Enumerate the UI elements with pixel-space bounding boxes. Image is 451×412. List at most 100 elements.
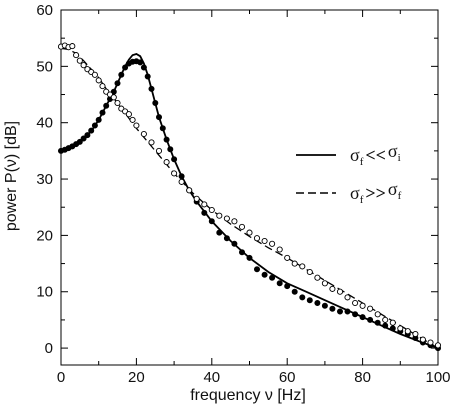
legend-label-main2: σ bbox=[388, 179, 398, 199]
open-data-point bbox=[299, 263, 306, 270]
filled-data-point bbox=[231, 240, 238, 247]
axes: 0 20 40 60 80 100 0 10 20 30 40 50 60 bbox=[36, 2, 450, 386]
filled-data-point bbox=[276, 280, 283, 287]
filled-data-point bbox=[374, 319, 381, 326]
filled-data-point bbox=[261, 271, 268, 278]
filled-data-point bbox=[178, 173, 185, 180]
open-data-point bbox=[155, 147, 163, 154]
filled-data-point bbox=[103, 102, 110, 109]
legend-label-main2: σ bbox=[388, 141, 398, 161]
open-data-point bbox=[329, 285, 336, 292]
filled-data-point bbox=[148, 85, 155, 92]
open-data-point bbox=[208, 206, 215, 214]
x-tick-label: 60 bbox=[279, 369, 296, 386]
filled-data-point bbox=[239, 249, 246, 256]
filled-data-point bbox=[88, 127, 95, 134]
legend-label-sub2: f bbox=[398, 190, 402, 202]
open-data-point bbox=[163, 159, 170, 166]
filled-data-point bbox=[359, 314, 366, 321]
x-axis-label: frequency ν [Hz] bbox=[190, 387, 306, 404]
filled-data-point bbox=[159, 125, 166, 132]
filled-data-point bbox=[144, 73, 151, 80]
legend-label-sub1: f bbox=[360, 156, 364, 168]
filled-data-point bbox=[95, 116, 102, 123]
open-data-point bbox=[178, 178, 185, 185]
filled-data-point bbox=[167, 146, 174, 153]
open-data-point bbox=[321, 280, 328, 287]
open-data-point bbox=[269, 240, 276, 247]
filled-data-point bbox=[76, 138, 83, 145]
legend-label-op: << bbox=[365, 145, 386, 165]
x-tick-label: 80 bbox=[354, 369, 371, 386]
y-tick-label: 40 bbox=[36, 115, 53, 132]
open-data-point bbox=[404, 328, 411, 335]
filled-data-point bbox=[208, 218, 215, 225]
x-tick-label: 20 bbox=[128, 369, 145, 386]
open-data-point bbox=[246, 229, 253, 236]
filled-data-point bbox=[163, 136, 170, 143]
open-data-point bbox=[238, 223, 246, 230]
legend-label-op: >> bbox=[365, 183, 386, 203]
filled-data-point bbox=[336, 308, 343, 315]
open-data-point bbox=[382, 316, 389, 323]
open-data-point bbox=[129, 116, 136, 123]
filled-data-point bbox=[80, 135, 87, 142]
open-data-point bbox=[231, 218, 238, 225]
open-data-point bbox=[110, 94, 117, 101]
filled-data-point bbox=[344, 308, 351, 315]
legend-label: σf << σi bbox=[350, 141, 401, 168]
filled-data-point bbox=[223, 235, 230, 242]
y-tick-label: 0 bbox=[45, 340, 53, 357]
open-data-point bbox=[201, 201, 208, 208]
open-data-point bbox=[148, 139, 155, 146]
filled-data-point bbox=[122, 64, 129, 71]
open-data-point bbox=[186, 187, 193, 194]
open-data-point bbox=[291, 260, 298, 267]
legend-label-main1: σ bbox=[350, 183, 360, 203]
y-tick-label: 10 bbox=[36, 284, 53, 301]
series-layer bbox=[57, 42, 442, 352]
filled-data-point bbox=[299, 294, 306, 301]
open-data-point bbox=[419, 336, 426, 343]
filled-data-point bbox=[91, 122, 98, 129]
filled-data-point bbox=[306, 297, 313, 304]
filled-data-point bbox=[152, 100, 159, 107]
x-tick-label: 100 bbox=[425, 369, 450, 386]
filled-data-point bbox=[156, 114, 163, 121]
open-data-point bbox=[69, 43, 76, 50]
open-data-point bbox=[261, 237, 268, 245]
open-data-point bbox=[336, 288, 344, 295]
filled-data-point bbox=[321, 302, 328, 309]
filled-data-point bbox=[389, 325, 396, 332]
y-tick-label: 20 bbox=[36, 227, 53, 244]
open-data-point bbox=[140, 130, 147, 138]
filled-data-point bbox=[382, 322, 389, 329]
open-data-point bbox=[193, 195, 200, 202]
open-data-point bbox=[284, 254, 291, 261]
open-data-point bbox=[306, 268, 313, 276]
filled-data-point bbox=[140, 64, 147, 71]
filled-data-point bbox=[291, 288, 298, 295]
y-tick-label: 30 bbox=[36, 171, 53, 188]
open-data-point bbox=[95, 77, 102, 84]
open-data-point bbox=[276, 246, 283, 253]
x-tick-label: 40 bbox=[203, 369, 220, 386]
filled-data-point bbox=[314, 299, 321, 306]
open-data-point bbox=[73, 52, 80, 59]
filled-data-point bbox=[84, 132, 91, 139]
open-data-point bbox=[171, 170, 178, 177]
open-data-point bbox=[427, 339, 434, 346]
filled-data-point bbox=[367, 316, 374, 323]
y-tick-label: 60 bbox=[36, 2, 53, 19]
filled-data-point bbox=[254, 266, 261, 273]
open-data-point bbox=[367, 305, 374, 312]
filled-data-point bbox=[246, 254, 253, 261]
open-data-point bbox=[80, 62, 87, 69]
y-axis-label: power P(ν) [dB] bbox=[3, 121, 20, 231]
legend-label-sub2: i bbox=[398, 152, 401, 164]
open-data-point bbox=[99, 83, 106, 90]
open-data-point bbox=[359, 302, 366, 309]
filled-data-point bbox=[201, 209, 208, 216]
